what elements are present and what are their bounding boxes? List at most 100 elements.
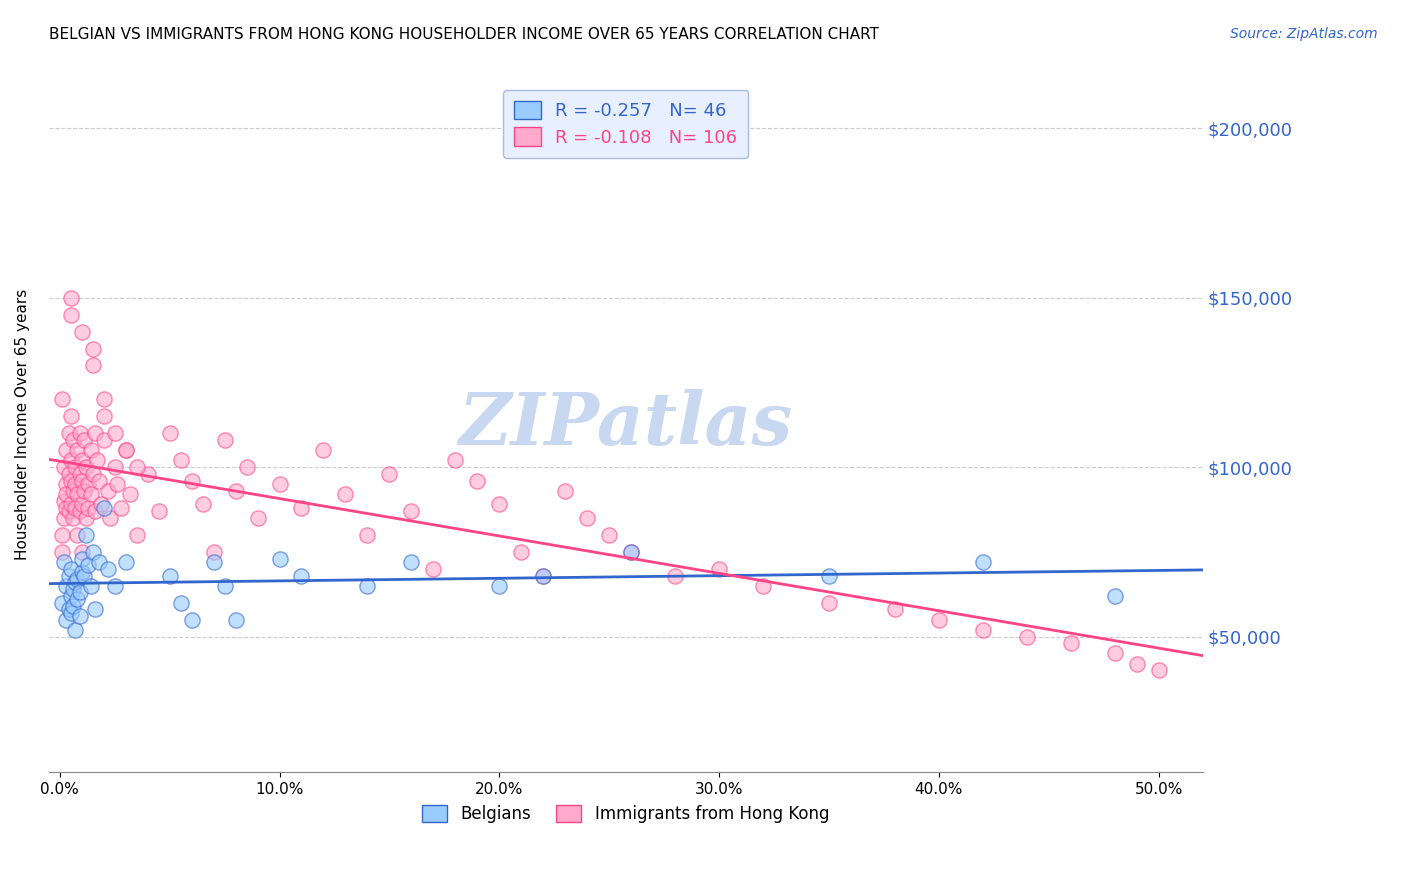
Point xyxy=(97,562,120,576)
Point xyxy=(70,453,93,467)
Point xyxy=(554,483,576,498)
Point xyxy=(620,545,643,559)
Point xyxy=(465,474,488,488)
Point xyxy=(59,589,82,603)
Point xyxy=(70,325,93,339)
Point xyxy=(83,602,105,616)
Point xyxy=(83,504,105,518)
Point xyxy=(63,623,86,637)
Point xyxy=(97,483,120,498)
Point xyxy=(356,579,378,593)
Point xyxy=(55,579,77,593)
Point xyxy=(59,562,82,576)
Point xyxy=(972,555,994,569)
Point xyxy=(169,453,191,467)
Point xyxy=(66,528,89,542)
Point xyxy=(63,500,86,515)
Y-axis label: Householder Income Over 65 years: Householder Income Over 65 years xyxy=(15,289,30,560)
Point xyxy=(51,545,73,559)
Point xyxy=(55,500,77,515)
Point xyxy=(598,528,620,542)
Point xyxy=(401,555,423,569)
Point xyxy=(63,575,86,590)
Point xyxy=(1104,647,1126,661)
Point xyxy=(70,545,93,559)
Text: Source: ZipAtlas.com: Source: ZipAtlas.com xyxy=(1230,27,1378,41)
Point xyxy=(531,568,554,582)
Point xyxy=(59,606,82,620)
Point xyxy=(90,497,112,511)
Point xyxy=(98,511,121,525)
Point xyxy=(59,474,82,488)
Point xyxy=(59,409,82,424)
Point xyxy=(104,426,127,441)
Point xyxy=(53,494,76,508)
Point xyxy=(59,291,82,305)
Point xyxy=(58,426,80,441)
Point xyxy=(69,609,91,624)
Point xyxy=(51,392,73,407)
Text: ZIPatlas: ZIPatlas xyxy=(458,389,793,460)
Point xyxy=(1060,636,1083,650)
Point xyxy=(246,511,269,525)
Point xyxy=(75,460,97,475)
Point xyxy=(75,511,97,525)
Point xyxy=(290,500,312,515)
Point xyxy=(531,568,554,582)
Point xyxy=(335,487,357,501)
Point xyxy=(62,511,84,525)
Point xyxy=(62,599,84,613)
Point xyxy=(202,555,225,569)
Point xyxy=(69,504,91,518)
Point xyxy=(269,477,291,491)
Point xyxy=(79,443,101,458)
Point xyxy=(707,562,730,576)
Point xyxy=(79,487,101,501)
Point xyxy=(225,483,247,498)
Point xyxy=(73,568,96,582)
Point xyxy=(928,613,950,627)
Point xyxy=(59,497,82,511)
Point xyxy=(818,568,841,582)
Point xyxy=(752,579,775,593)
Point xyxy=(62,582,84,596)
Point xyxy=(883,602,905,616)
Point xyxy=(290,568,312,582)
Point xyxy=(58,568,80,582)
Point xyxy=(82,342,104,356)
Point xyxy=(576,511,599,525)
Point xyxy=(401,504,423,518)
Point xyxy=(77,477,100,491)
Point xyxy=(1104,589,1126,603)
Point xyxy=(180,474,202,488)
Point xyxy=(58,504,80,518)
Point xyxy=(312,443,335,458)
Point xyxy=(93,433,115,447)
Point xyxy=(89,474,111,488)
Point xyxy=(114,555,136,569)
Point xyxy=(69,426,91,441)
Point xyxy=(620,545,643,559)
Point xyxy=(356,528,378,542)
Point xyxy=(510,545,533,559)
Point xyxy=(77,500,100,515)
Point xyxy=(63,477,86,491)
Point xyxy=(79,579,101,593)
Point xyxy=(63,460,86,475)
Point xyxy=(818,596,841,610)
Point xyxy=(75,528,97,542)
Point xyxy=(148,504,170,518)
Point xyxy=(59,308,82,322)
Point xyxy=(225,613,247,627)
Point xyxy=(422,562,444,576)
Point xyxy=(70,551,93,566)
Point xyxy=(86,453,108,467)
Point xyxy=(202,545,225,559)
Point xyxy=(69,467,91,481)
Point xyxy=(972,623,994,637)
Point xyxy=(82,545,104,559)
Point xyxy=(1125,657,1147,671)
Point xyxy=(53,460,76,475)
Point xyxy=(114,443,136,458)
Point xyxy=(214,433,236,447)
